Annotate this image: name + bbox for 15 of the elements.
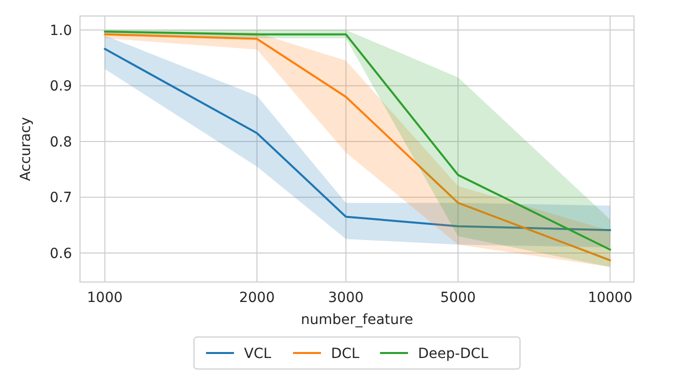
legend-label: VCL	[244, 346, 272, 362]
x-axis-title: number_feature	[300, 312, 414, 328]
x-tick-label: 1000	[87, 290, 123, 306]
y-axis-title: Accuracy	[18, 117, 34, 181]
legend-label: DCL	[331, 346, 360, 362]
x-tick-label: 10000	[588, 290, 632, 306]
y-tick-label: 0.8	[50, 134, 72, 150]
x-tick-label: 5000	[440, 290, 476, 306]
y-tick-label: 0.9	[50, 78, 72, 95]
x-tick-label: 2000	[239, 290, 275, 306]
y-tick-label: 1.0	[50, 22, 72, 39]
legend-label: Deep-DCL	[418, 346, 488, 362]
x-tick-label: 3000	[328, 290, 364, 306]
y-tick-label: 0.6	[50, 246, 72, 262]
y-tick-label: 0.7	[50, 190, 72, 206]
